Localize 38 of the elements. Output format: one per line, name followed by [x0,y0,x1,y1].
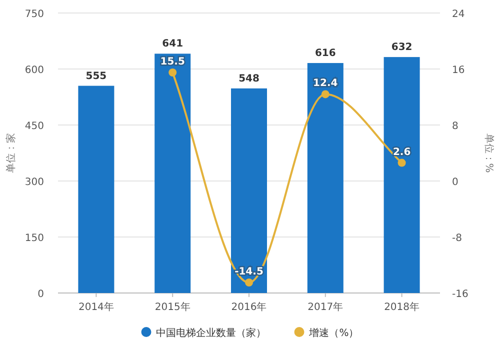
y-tick-label: 600 [24,65,44,76]
data-label: 616 [314,48,336,60]
bar [384,57,420,293]
data-label: 2.6 [392,146,411,158]
data-label: 555 [86,70,107,82]
legend-label: 增速（%） [308,327,359,339]
x-tick-label: 2014年 [78,301,114,313]
x-tick-label: 2015年 [154,301,190,313]
data-label: 641 [162,38,184,50]
y2-tick-label: 8 [452,121,458,132]
data-label: 15.5 [160,56,185,68]
x-tick-label: 2017年 [308,301,344,313]
legend-label: 中国电梯企业数量（家） [156,327,266,339]
data-label: 12.4 [313,78,338,90]
point [168,68,177,76]
y-axis-title: 单位：家 [5,133,17,173]
bar [78,86,114,293]
point [245,278,253,286]
bar [231,88,267,293]
y-tick-label: 450 [24,121,44,132]
y-tick-label: 300 [24,177,44,188]
y2-tick-label: 24 [452,9,465,20]
x-tick-label: 2016年 [231,301,267,313]
y2-axis-title: 单位：% [483,133,495,173]
data-label: 548 [238,73,260,84]
bar [154,54,191,293]
data-label: 632 [391,42,412,54]
y2-tick-label: 0 [452,177,458,188]
point [321,90,330,98]
y2-tick-label: -8 [452,233,462,244]
y2-tick-label: 16 [452,65,465,76]
y-tick-label: 750 [24,9,44,20]
y-tick-label: 0 [38,289,44,300]
y2-tick-label: -16 [452,289,468,300]
point [398,158,406,167]
x-tick-label: 2018年 [384,301,420,313]
bar [307,63,344,293]
y-tick-label: 150 [24,233,44,244]
